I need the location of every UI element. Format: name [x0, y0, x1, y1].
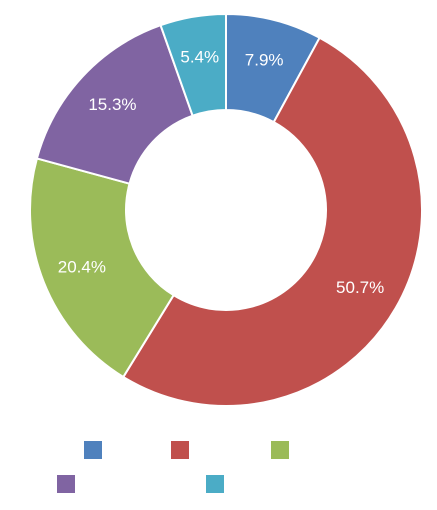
pie-slice-2[interactable] — [29, 157, 175, 379]
slice-label-3: 15.3% — [88, 95, 136, 114]
pie-slice-3[interactable] — [35, 23, 194, 185]
slice-label-1: 50.7% — [336, 278, 384, 297]
legend-swatch-4[interactable] — [206, 475, 224, 493]
legend-swatch-0[interactable] — [84, 441, 102, 459]
pie-slice-1[interactable] — [121, 36, 423, 407]
legend-swatch-3[interactable] — [57, 475, 75, 493]
slice-label-2: 20.4% — [58, 257, 106, 276]
legend-swatch-2[interactable] — [271, 441, 289, 459]
donut-chart: 7.9% 50.7% 20.4% 15.3% 5.4% — [29, 12, 423, 407]
labels-group: 7.9% 50.7% 20.4% 15.3% 5.4% — [58, 48, 384, 297]
pie-slice-4[interactable] — [159, 12, 227, 118]
slice-label-4: 5.4% — [180, 48, 219, 67]
slice-label-0: 7.9% — [245, 50, 284, 69]
legend-swatch-1[interactable] — [171, 441, 189, 459]
slices-group — [29, 12, 423, 407]
